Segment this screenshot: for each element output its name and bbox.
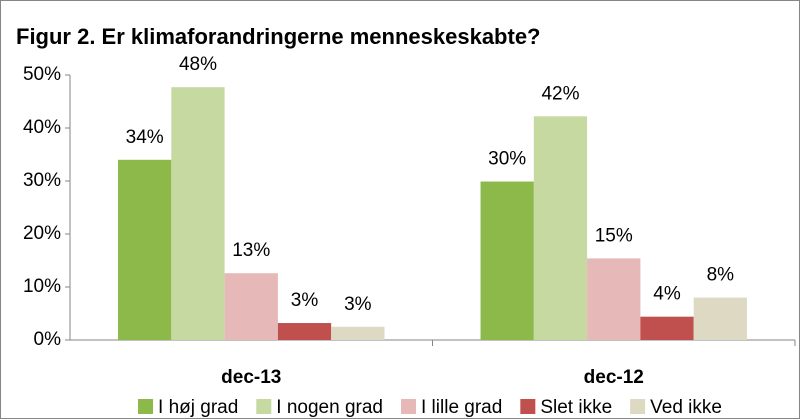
legend-swatch <box>138 399 154 414</box>
y-tick-label: 10% <box>23 276 61 297</box>
data-label: 8% <box>707 265 735 286</box>
data-label: 34% <box>126 127 164 148</box>
bar <box>640 316 694 340</box>
legend-label: Ved ikke <box>650 397 722 418</box>
y-tick-label: 30% <box>23 170 61 191</box>
legend-swatch <box>520 399 536 414</box>
data-label: 3% <box>344 294 372 315</box>
bar <box>277 323 332 340</box>
bar <box>693 297 747 340</box>
bar <box>331 326 385 340</box>
data-label: 48% <box>179 54 217 75</box>
legend-label: I lille grad <box>421 397 502 418</box>
y-tick-label: 40% <box>23 117 61 138</box>
bar <box>533 116 588 340</box>
data-label: 3% <box>291 290 319 311</box>
legend-swatch <box>401 399 416 414</box>
legend-swatch <box>630 399 646 414</box>
data-label: 42% <box>541 83 579 104</box>
legend-swatch <box>256 399 272 414</box>
data-label: 13% <box>232 240 270 261</box>
legend-label: I høj grad <box>158 397 238 418</box>
bar <box>480 181 534 340</box>
y-tick-label: 0% <box>34 329 62 350</box>
bar <box>224 273 278 340</box>
y-tick-label: 20% <box>23 223 61 244</box>
legend-label: Slet ikke <box>540 397 612 418</box>
data-label: 15% <box>595 225 633 246</box>
bar <box>587 258 641 340</box>
chart-title: Figur 2. Er klimaforandringerne menneske… <box>16 24 541 49</box>
y-tick-label: 50% <box>23 64 61 85</box>
legend-label: I nogen grad <box>276 397 383 418</box>
data-label: 30% <box>488 149 526 170</box>
bar <box>171 87 225 340</box>
x-tick-label: dec-12 <box>584 367 644 388</box>
x-tick-label: dec-13 <box>221 367 281 388</box>
data-label: 4% <box>653 284 681 305</box>
bar <box>118 159 172 340</box>
